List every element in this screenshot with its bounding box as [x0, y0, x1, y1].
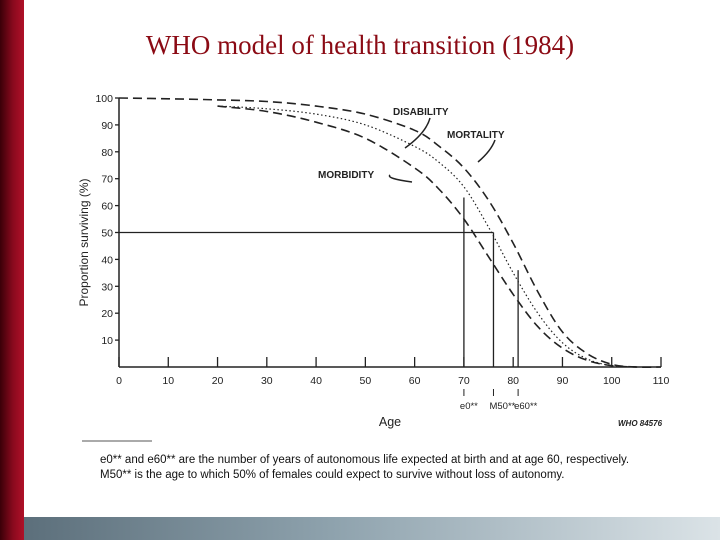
- annotation-morbidity: MORBIDITY: [318, 170, 374, 181]
- marker-label-m50: M50**: [489, 401, 515, 412]
- x-tick-label: 110: [653, 375, 670, 387]
- marker-label-e60: e60**: [514, 401, 538, 412]
- chart-labels: e0** M50**e60** DISABILITY MORTALITY MORBIDI…: [82, 107, 663, 442]
- x-tick-label: 10: [162, 375, 174, 387]
- annotation-mortality: MORTALITY: [447, 130, 505, 141]
- y-tick-label: 90: [101, 120, 113, 132]
- x-tick-label: 70: [458, 375, 470, 387]
- y-tick-label: 60: [101, 201, 113, 213]
- y-tick-label: 20: [101, 308, 113, 320]
- y-tick-label: 100: [95, 93, 113, 105]
- footnotes: e0** and e60** are the number of years o…: [100, 453, 700, 483]
- x-tick-label: 30: [261, 375, 273, 387]
- reference-lines: [119, 197, 519, 396]
- annotation-arrow: [388, 174, 413, 183]
- y-tick-label: 80: [101, 147, 113, 159]
- x-tick-label: 20: [212, 375, 224, 387]
- slide-title: WHO model of health transition (1984): [145, 30, 575, 60]
- annotation-arrow: [477, 139, 496, 163]
- y-tick-label: 40: [101, 254, 113, 266]
- footnote-m50: M50** is the age to which 50% of females…: [100, 469, 565, 481]
- x-axis-label: Age: [379, 415, 401, 429]
- x-tick-label: 50: [360, 375, 372, 387]
- left-accent-bar: [0, 0, 24, 540]
- chart-axes: 0 10 20 30 40 50 60 70 80 90 100 110 10 20 30 40 50 60 70 8…: [77, 93, 670, 429]
- bottom-accent-bar: [24, 517, 720, 540]
- x-tick-label: 90: [557, 375, 569, 387]
- series-line-morbidity: [217, 105, 637, 368]
- source-label: WHO 84576: [618, 419, 663, 428]
- x-tick-label: 100: [603, 375, 621, 387]
- chart-series: [118, 97, 662, 368]
- x-tick-label: 60: [409, 375, 421, 387]
- x-tick-label: 0: [116, 375, 122, 387]
- x-tick-label: 80: [507, 375, 519, 387]
- series-line-mortality: [118, 97, 662, 368]
- series-line-disability: [217, 105, 637, 368]
- y-tick-label: 10: [101, 335, 113, 347]
- marker-label-e0: e0**: [460, 401, 478, 412]
- y-tick-label: 70: [101, 174, 113, 186]
- annotation-arrow: [404, 117, 431, 149]
- y-tick-label: 30: [101, 281, 113, 293]
- y-axis-label: Proportion surviving (%): [77, 178, 91, 306]
- x-tick-label: 40: [310, 375, 322, 387]
- y-tick-label: 50: [101, 228, 113, 240]
- footnote-e0-e60: e0** and e60** are the number of years o…: [100, 454, 630, 466]
- annotation-disability: DISABILITY: [393, 107, 449, 118]
